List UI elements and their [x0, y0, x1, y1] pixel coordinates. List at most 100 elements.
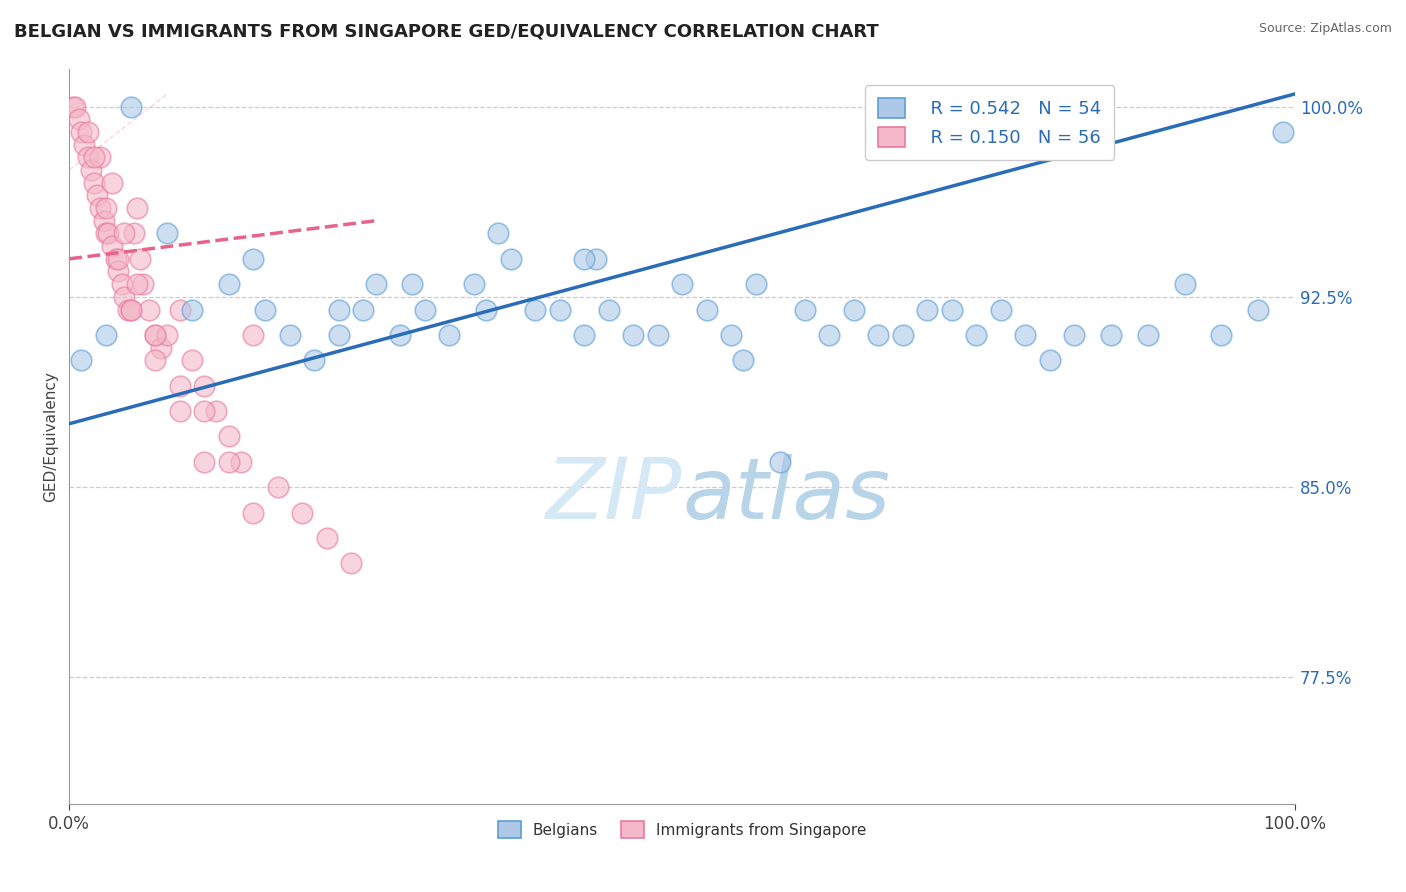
Point: [89, 150, 111, 164]
Point: [917, 302, 939, 317]
Legend: Belgians, Immigrants from Singapore: Belgians, Immigrants from Singapore: [492, 814, 873, 845]
Point: [120, 302, 142, 317]
Point: [86, 188, 108, 202]
Point: [112, 227, 135, 241]
Point: [94, 201, 117, 215]
Point: [439, 327, 461, 342]
Point: [101, 239, 124, 253]
Point: [1099, 327, 1122, 342]
Point: [278, 327, 301, 342]
Point: [891, 327, 914, 342]
Point: [229, 455, 252, 469]
Point: [67, 112, 90, 127]
Point: [180, 353, 202, 368]
Point: [254, 302, 277, 317]
Point: [120, 302, 142, 317]
Point: [242, 252, 264, 266]
Text: BELGIAN VS IMMIGRANTS FROM SINGAPORE GED/EQUIVALENCY CORRELATION CHART: BELGIAN VS IMMIGRANTS FROM SINGAPORE GED…: [14, 22, 879, 40]
Point: [125, 277, 148, 292]
Point: [401, 277, 423, 292]
Point: [117, 302, 139, 317]
Point: [572, 327, 595, 342]
Point: [80, 163, 103, 178]
Point: [132, 277, 155, 292]
Point: [94, 327, 117, 342]
Text: atlas: atlas: [682, 454, 890, 537]
Point: [621, 327, 644, 342]
Point: [475, 302, 498, 317]
Point: [83, 176, 105, 190]
Point: [1063, 327, 1085, 342]
Point: [328, 327, 350, 342]
Point: [70, 125, 93, 139]
Point: [548, 302, 571, 317]
Point: [266, 480, 288, 494]
Point: [572, 252, 595, 266]
Point: [94, 227, 117, 241]
Point: [598, 302, 620, 317]
Point: [1039, 353, 1062, 368]
Point: [328, 302, 350, 317]
Point: [242, 327, 264, 342]
Point: [868, 327, 890, 342]
Point: [218, 277, 240, 292]
Point: [193, 378, 215, 392]
Point: [585, 252, 607, 266]
Point: [143, 327, 166, 342]
Point: [769, 455, 792, 469]
Point: [156, 227, 179, 241]
Point: [138, 302, 160, 317]
Point: [73, 137, 96, 152]
Point: [696, 302, 718, 317]
Point: [941, 302, 963, 317]
Point: [65, 99, 87, 113]
Point: [156, 327, 179, 342]
Point: [193, 455, 215, 469]
Point: [104, 252, 127, 266]
Point: [990, 302, 1012, 317]
Point: [389, 327, 412, 342]
Point: [169, 378, 191, 392]
Point: [205, 404, 228, 418]
Point: [83, 150, 105, 164]
Point: [112, 290, 135, 304]
Point: [76, 125, 98, 139]
Y-axis label: GED/Equivalency: GED/Equivalency: [44, 371, 58, 502]
Point: [107, 252, 129, 266]
Point: [93, 213, 115, 227]
Point: [1271, 125, 1294, 139]
Point: [143, 353, 166, 368]
Point: [486, 227, 509, 241]
Point: [818, 327, 841, 342]
Point: [291, 506, 314, 520]
Point: [120, 99, 142, 113]
Point: [315, 531, 337, 545]
Point: [413, 302, 436, 317]
Point: [1174, 277, 1197, 292]
Point: [304, 353, 326, 368]
Point: [364, 277, 387, 292]
Text: ZIP: ZIP: [546, 454, 682, 537]
Point: [125, 201, 148, 215]
Point: [842, 302, 865, 317]
Point: [720, 327, 742, 342]
Point: [1211, 327, 1233, 342]
Point: [76, 150, 98, 164]
Point: [111, 277, 134, 292]
Point: [671, 277, 693, 292]
Point: [218, 455, 240, 469]
Point: [107, 264, 129, 278]
Point: [1247, 302, 1270, 317]
Point: [744, 277, 766, 292]
Point: [70, 353, 93, 368]
Point: [647, 327, 669, 342]
Point: [340, 556, 363, 570]
Point: [524, 302, 547, 317]
Point: [97, 227, 120, 241]
Point: [129, 252, 152, 266]
Point: [62, 99, 84, 113]
Text: Source: ZipAtlas.com: Source: ZipAtlas.com: [1258, 22, 1392, 36]
Point: [122, 227, 145, 241]
Point: [89, 201, 111, 215]
Point: [352, 302, 374, 317]
